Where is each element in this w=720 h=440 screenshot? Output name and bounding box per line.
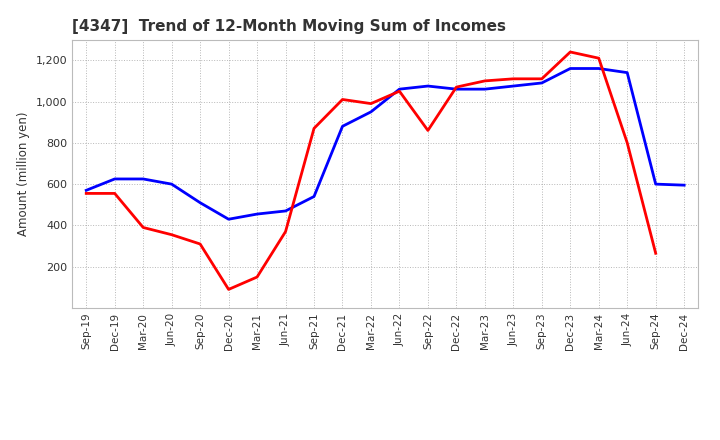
Text: [4347]  Trend of 12-Month Moving Sum of Incomes: [4347] Trend of 12-Month Moving Sum of I… [72, 19, 506, 34]
Net Income [225, 287, 233, 292]
Ordinary Income [537, 81, 546, 86]
Net Income [652, 251, 660, 256]
Net Income [537, 76, 546, 81]
Ordinary Income [652, 181, 660, 187]
Ordinary Income [423, 84, 432, 89]
Net Income [423, 128, 432, 133]
Net Income [509, 76, 518, 81]
Net Income [196, 242, 204, 247]
Line: Net Income: Net Income [86, 52, 656, 290]
Net Income [366, 101, 375, 106]
Ordinary Income [253, 211, 261, 216]
Net Income [566, 49, 575, 55]
Net Income [452, 84, 461, 90]
Net Income [595, 55, 603, 61]
Ordinary Income [509, 84, 518, 89]
Net Income [110, 191, 119, 196]
Ordinary Income [680, 183, 688, 188]
Ordinary Income [167, 181, 176, 187]
Net Income [82, 191, 91, 196]
Line: Ordinary Income: Ordinary Income [86, 69, 684, 219]
Net Income [310, 126, 318, 131]
Net Income [253, 275, 261, 280]
Ordinary Income [338, 124, 347, 129]
Ordinary Income [395, 87, 404, 92]
Ordinary Income [139, 176, 148, 182]
Y-axis label: Amount (million yen): Amount (million yen) [17, 112, 30, 236]
Ordinary Income [282, 208, 290, 213]
Net Income [623, 140, 631, 146]
Ordinary Income [196, 200, 204, 205]
Ordinary Income [452, 87, 461, 92]
Ordinary Income [310, 194, 318, 199]
Ordinary Income [480, 87, 489, 92]
Ordinary Income [566, 66, 575, 71]
Net Income [480, 78, 489, 84]
Ordinary Income [623, 70, 631, 75]
Ordinary Income [366, 109, 375, 114]
Net Income [167, 232, 176, 237]
Ordinary Income [82, 188, 91, 193]
Net Income [282, 229, 290, 234]
Net Income [338, 97, 347, 102]
Net Income [395, 88, 404, 94]
Ordinary Income [110, 176, 119, 182]
Ordinary Income [595, 66, 603, 71]
Ordinary Income [225, 216, 233, 222]
Net Income [139, 225, 148, 230]
